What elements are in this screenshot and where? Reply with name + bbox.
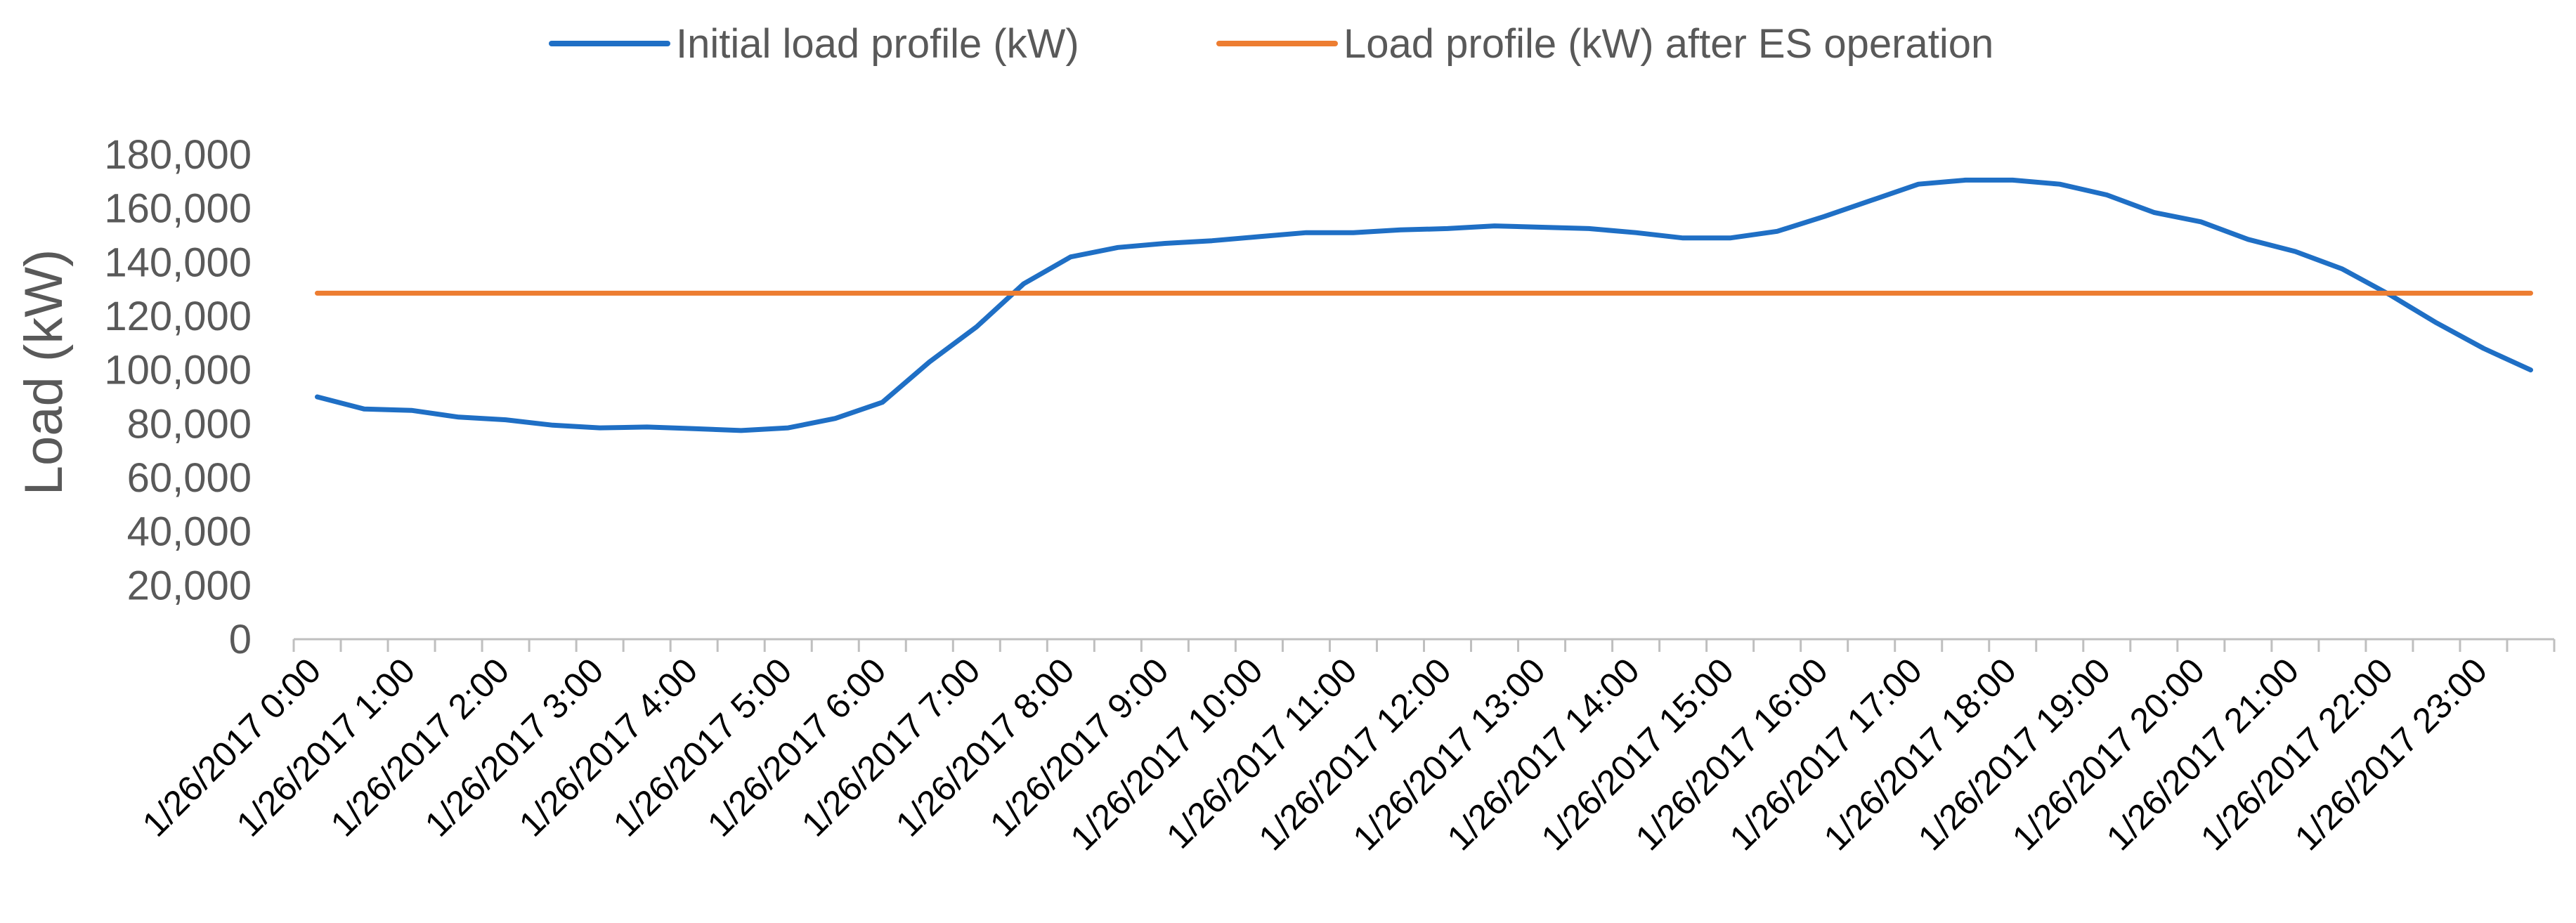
y-tick-label: 180,000 [104, 132, 252, 178]
y-axis-ticks: 0 20,000 40,000 60,000 80,000 100,000 120,000 1… [104, 132, 252, 662]
y-tick-label: 0 [229, 617, 252, 662]
y-tick-label: 120,000 [104, 294, 252, 339]
y-tick-label: 160,000 [104, 186, 252, 232]
legend-label-after-es: Load profile (kW) after ES operation [1344, 21, 1993, 67]
x-axis-tick-labels: 1/26/2017 0:001/26/2017 1:001/26/2017 2:… [135, 650, 2494, 858]
y-tick-label: 140,000 [104, 240, 252, 285]
series-group [315, 177, 2533, 433]
y-tick-label: 100,000 [104, 348, 252, 393]
legend-label-initial-load: Initial load profile (kW) [676, 21, 1079, 67]
y-tick-label: 80,000 [127, 401, 252, 447]
y-tick-label: 60,000 [127, 455, 252, 501]
y-axis-title: Load (kW) [14, 249, 74, 496]
y-tick-label: 20,000 [127, 563, 252, 608]
series-line-initial-load [315, 177, 2533, 433]
y-tick-label: 40,000 [127, 509, 252, 555]
x-axis [292, 638, 2556, 652]
y-axis-title-group: Load (kW) [14, 249, 74, 496]
legend: Initial load profile (kW) Load profile (k… [549, 21, 1993, 67]
